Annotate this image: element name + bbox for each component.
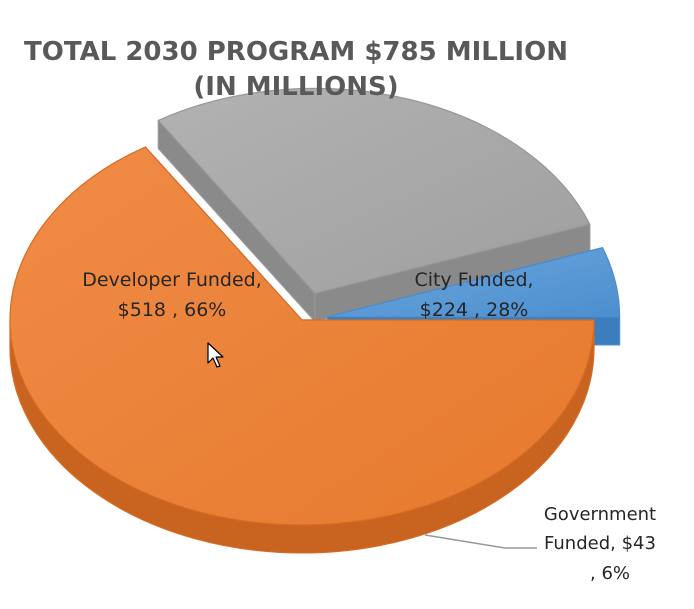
data-label-developer-line2: $518 , 66% [118, 299, 227, 321]
data-label-city-line2: $224 , 28% [420, 299, 529, 321]
data-label-government-line2: Funded, $43 [544, 533, 656, 554]
mouse-cursor-icon [207, 342, 224, 368]
chart-subtitle: (IN MILLIONS) [193, 72, 398, 102]
data-label-government-line1: Government [544, 504, 656, 525]
data-label-government-line3: , 6% [590, 563, 630, 584]
pie-slice-city-funded [157, 87, 591, 295]
pie-slice-developer-funded [9, 146, 595, 526]
data-label-developer-line1: Developer Funded, [82, 269, 262, 291]
government-leader-line [424, 534, 537, 549]
data-label-city-line1: City Funded, [414, 269, 533, 291]
pie-slice-government-funded [327, 247, 621, 318]
pie-slices-layer [9, 87, 621, 554]
chart-title: TOTAL 2030 PROGRAM $785 MILLION [24, 37, 568, 67]
